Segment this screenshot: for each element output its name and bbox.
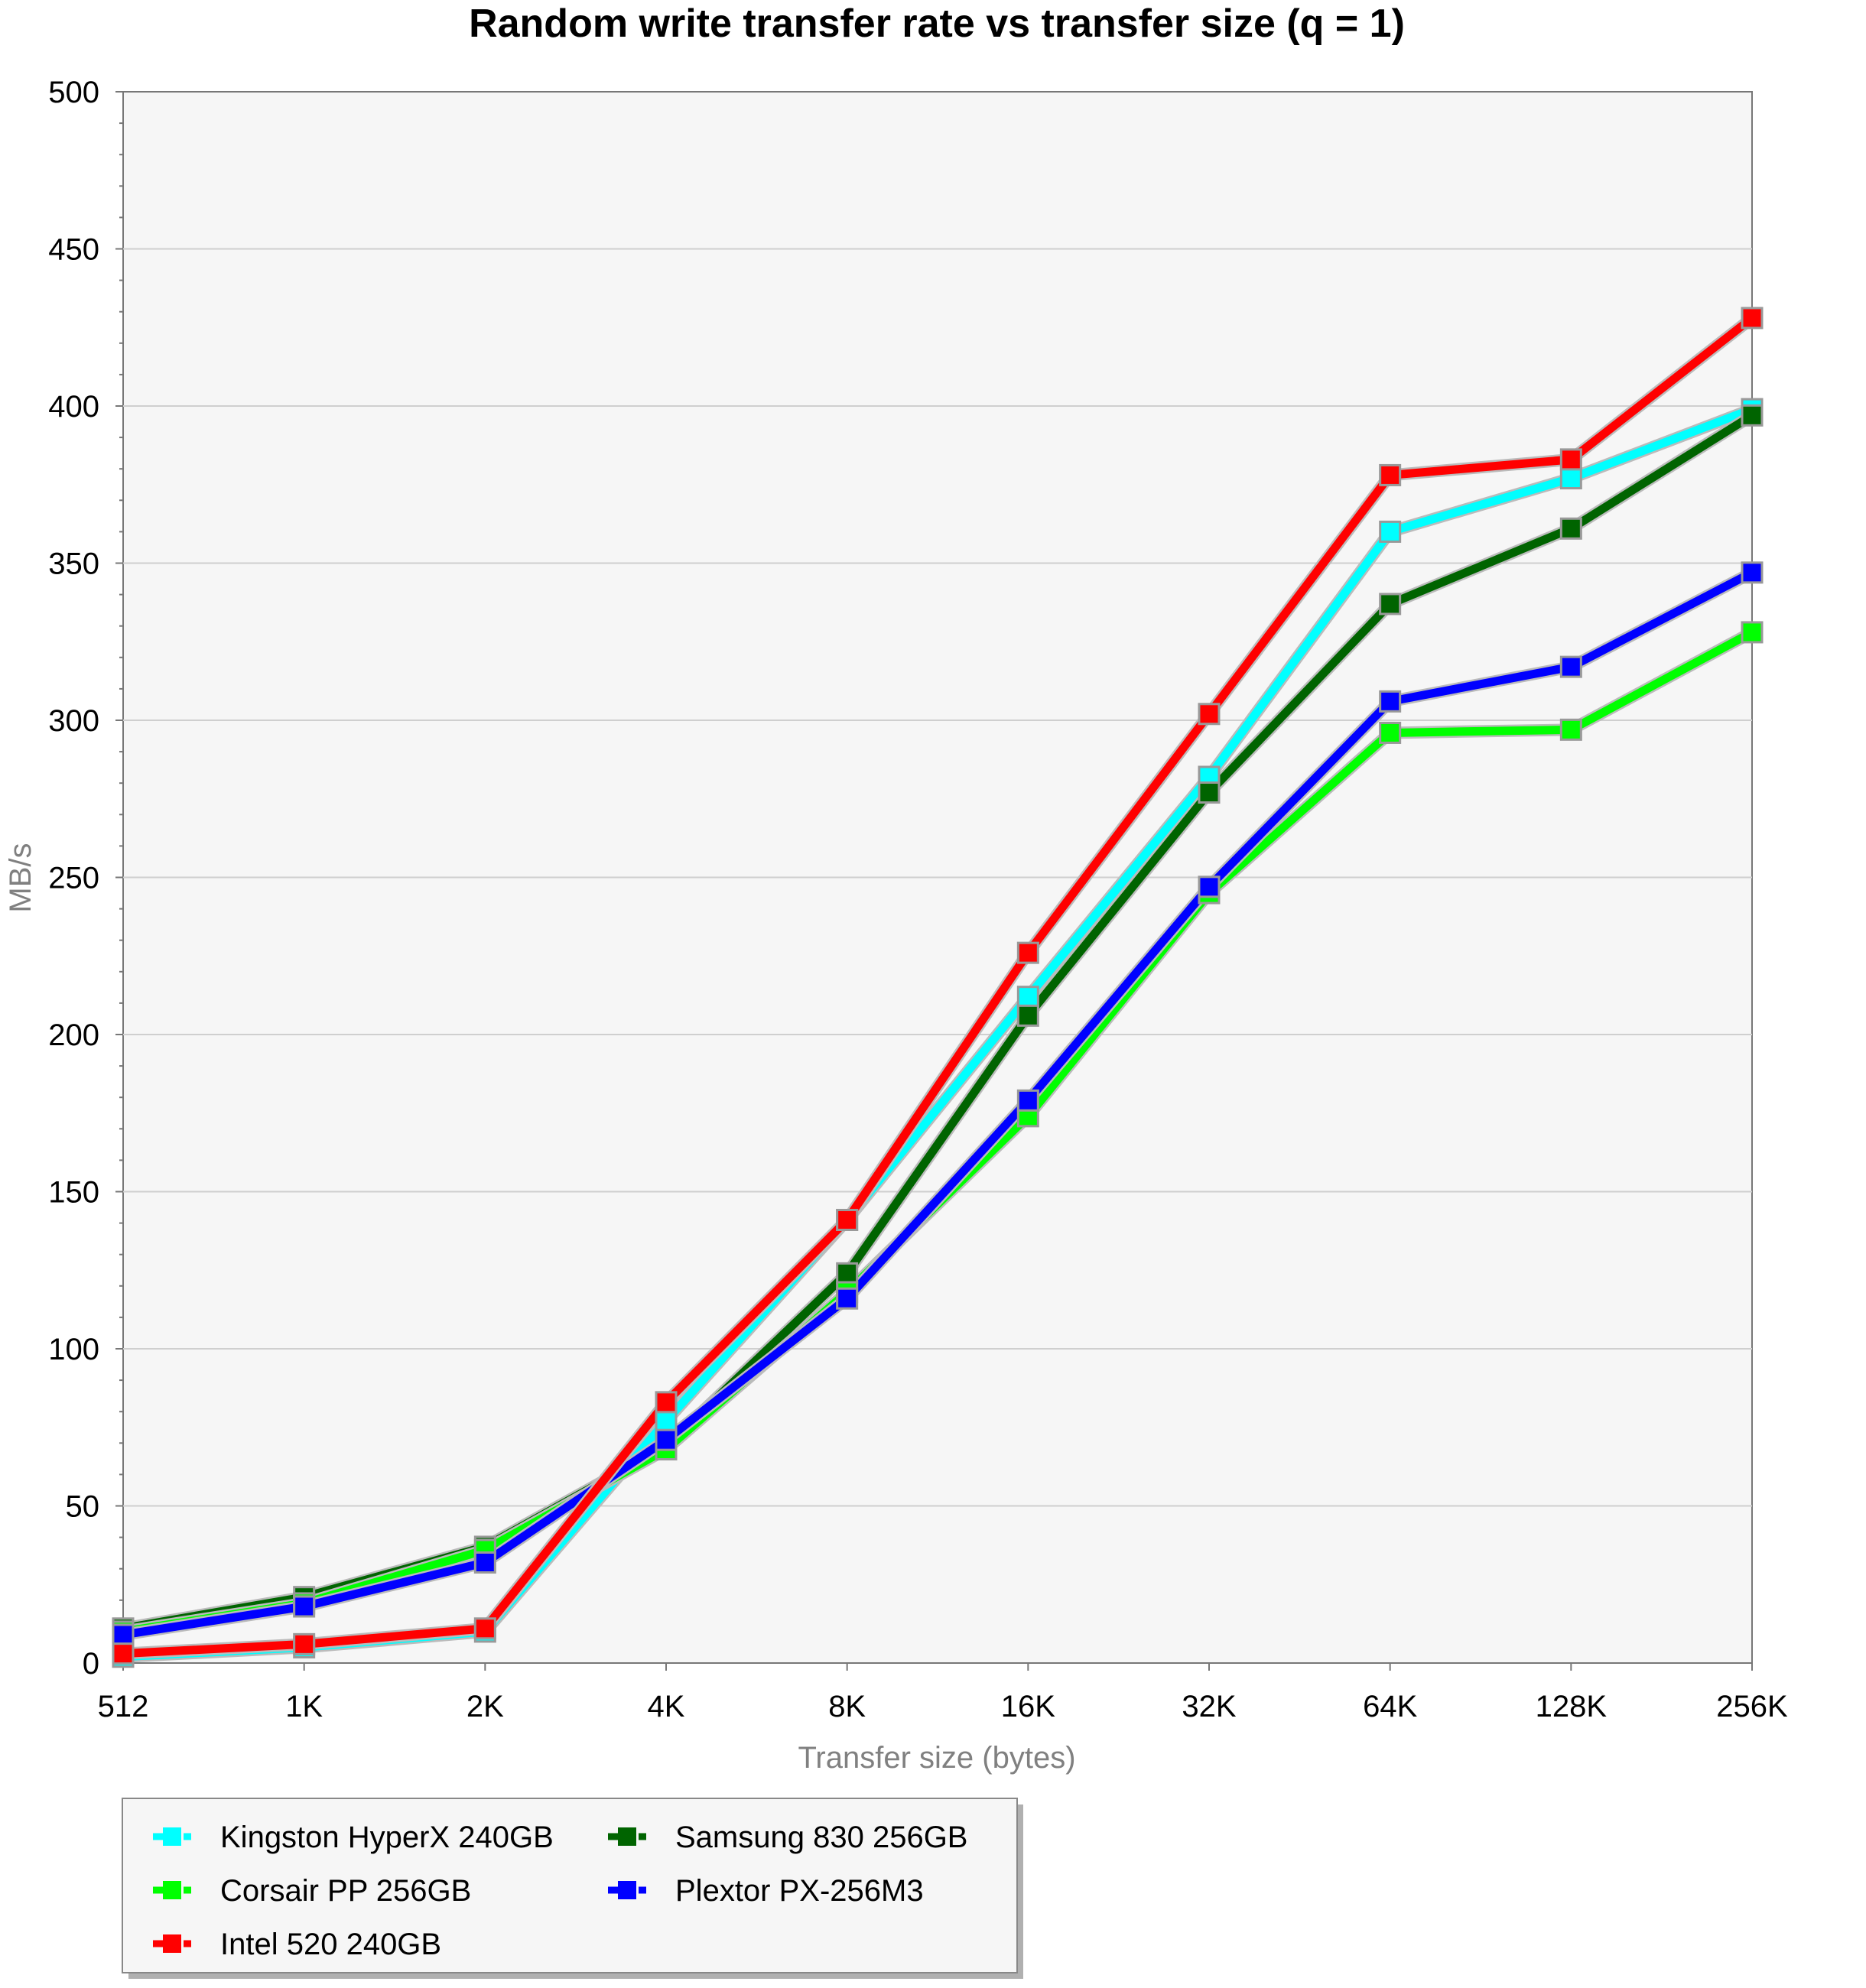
legend-box [122,1798,1018,1973]
data-point-plextor-px-256m3 [1016,1089,1039,1112]
x-tick-label: 32K [1182,1690,1236,1723]
legend-marker-corsair-pp-256gb [163,1881,181,1899]
y-tick-label: 200 [48,1018,99,1052]
x-axis-title: Transfer size (bytes) [798,1741,1075,1775]
y-tick-label: 450 [48,233,99,267]
data-point-intel-520-240gb [1198,703,1221,726]
data-point-kingston-hyperx-240gb [1559,467,1582,490]
y-tick-label: 50 [66,1490,100,1524]
y-tick-label: 100 [48,1333,99,1366]
data-point-samsung-830-256gb [836,1262,859,1285]
data-point-corsair-pp-256gb [1559,718,1582,741]
legend-label-samsung-830-256gb: Samsung 830 256GB [675,1821,967,1854]
y-tick-label: 250 [48,862,99,895]
legend-marker-kingston-hyperx-240gb [163,1827,181,1846]
legend-label-plextor-px-256m3: Plextor PX-256M3 [675,1874,924,1908]
x-tick-label: 1K [285,1690,323,1723]
data-point-plextor-px-256m3 [1198,875,1221,898]
data-point-intel-520-240gb [293,1632,316,1655]
data-point-corsair-pp-256gb [1379,721,1402,744]
legend-marker-samsung-830-256gb [618,1827,636,1846]
legend: Kingston HyperX 240GB Corsair PP 256GB Int… [122,1798,1023,1979]
y-axis-title: MB/s [4,843,37,912]
data-point-kingston-hyperx-240gb [1379,520,1402,543]
data-point-intel-520-240gb [1741,307,1764,330]
x-tick-label: 256K [1716,1690,1788,1723]
legend-label-intel-520-240gb: Intel 520 240GB [220,1928,441,1961]
data-point-intel-520-240gb [655,1391,678,1414]
legend-label-kingston-hyperx-240gb: Kingston HyperX 240GB [220,1821,554,1854]
data-point-plextor-px-256m3 [1379,690,1402,713]
data-point-kingston-hyperx-240gb [1016,986,1039,1009]
data-point-kingston-hyperx-240gb [655,1410,678,1433]
x-tick-label: 128K [1536,1690,1608,1723]
axis-ticks: 0 50 100 150 200 250 300 350 400 450 500 512 1K 2K 4K 8… [48,76,1788,1723]
chart-title: Random write transfer rate vs transfer s… [469,2,1405,46]
data-point-samsung-830-256gb [1198,781,1221,804]
x-tick-label: 16K [1001,1690,1055,1723]
x-tick-label: 4K [648,1690,685,1723]
data-point-plextor-px-256m3 [1741,561,1764,584]
x-tick-label: 512 [98,1690,149,1723]
data-point-samsung-830-256gb [1559,517,1582,540]
y-tick-label: 400 [48,390,99,424]
y-tick-label: 150 [48,1176,99,1210]
data-point-intel-520-240gb [1379,463,1402,486]
y-tick-label: 0 [83,1647,99,1681]
x-tick-label: 2K [466,1690,504,1723]
y-tick-label: 500 [48,76,99,109]
legend-label-corsair-pp-256gb: Corsair PP 256GB [220,1874,471,1908]
data-point-intel-520-240gb [836,1208,859,1231]
data-point-corsair-pp-256gb [1741,621,1764,644]
data-point-samsung-830-256gb [1379,593,1402,616]
data-point-plextor-px-256m3 [473,1551,496,1574]
data-point-intel-520-240gb [1559,448,1582,471]
data-point-intel-520-240gb [1016,941,1039,964]
data-point-plextor-px-256m3 [1559,655,1582,678]
series-lines [117,311,1758,1663]
y-tick-label: 350 [48,547,99,581]
series-markers [112,307,1764,1668]
data-point-plextor-px-256m3 [655,1428,678,1451]
x-tick-label: 64K [1363,1690,1417,1723]
data-point-intel-520-240gb [112,1642,135,1665]
data-point-plextor-px-256m3 [112,1623,135,1646]
series-line-plextor-px-256m3 [119,568,1757,1639]
data-point-intel-520-240gb [473,1617,496,1640]
data-point-samsung-830-256gb [1741,404,1764,427]
x-tick-label: 8K [828,1690,866,1723]
y-tick-label: 300 [48,704,99,738]
data-point-samsung-830-256gb [1016,1004,1039,1027]
data-point-plextor-px-256m3 [836,1287,859,1310]
legend-marker-plextor-px-256m3 [618,1881,636,1899]
legend-marker-intel-520-240gb [163,1934,181,1953]
series-line-intel-520-240gb [119,313,1757,1658]
data-point-plextor-px-256m3 [293,1595,316,1618]
